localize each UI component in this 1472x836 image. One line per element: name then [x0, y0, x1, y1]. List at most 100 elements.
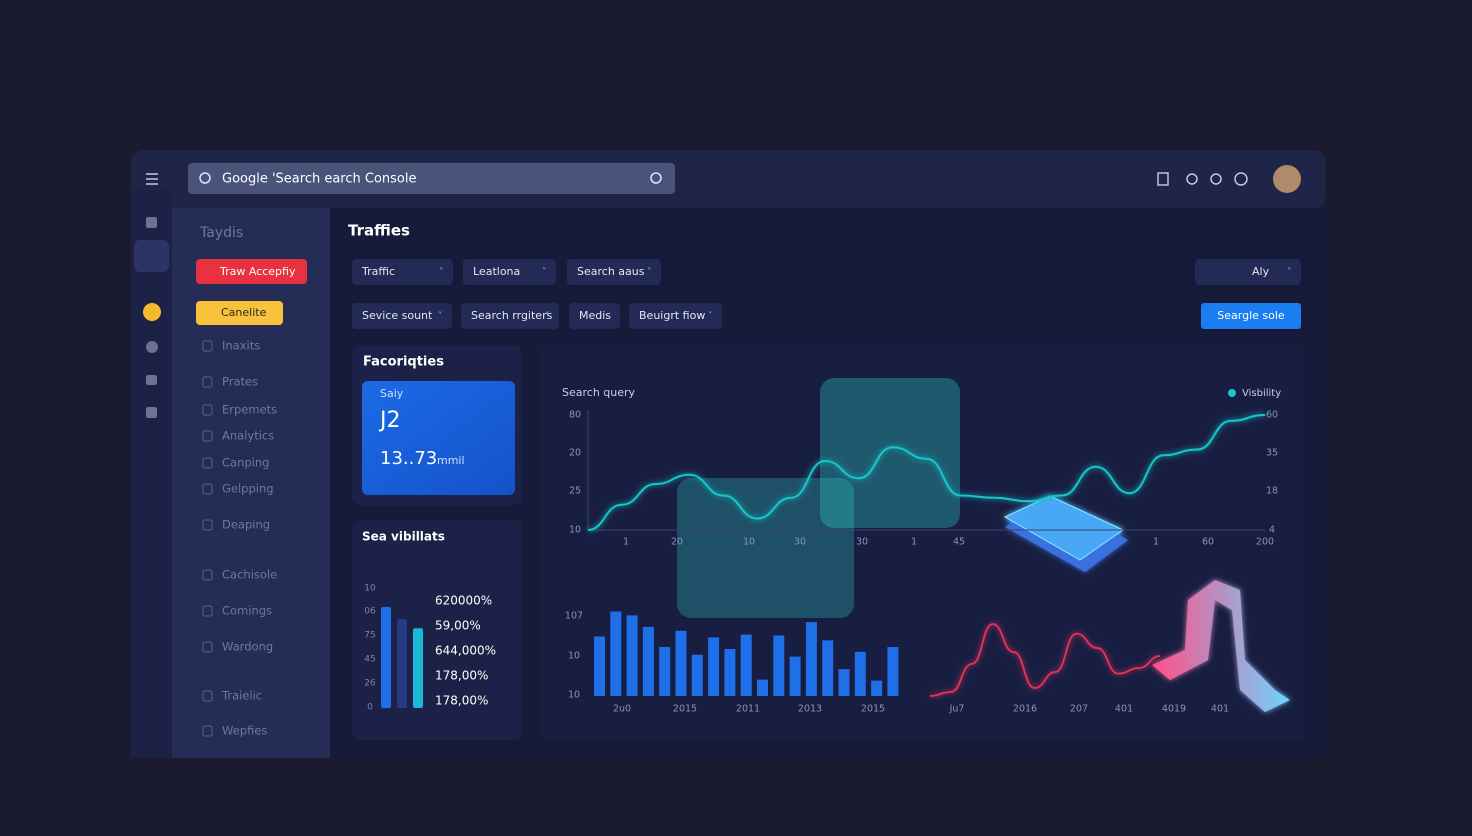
line-chart-title: Search query	[562, 386, 636, 399]
nav-item[interactable]: Wardong	[222, 640, 273, 654]
nav-item[interactable]: Analytics	[222, 429, 274, 443]
x-tick-label: 401	[1211, 704, 1229, 715]
bar	[838, 669, 850, 696]
filter-chip[interactable]	[352, 259, 453, 285]
filter-label: Search rrgiters	[471, 309, 553, 322]
x-tick-label: 30	[856, 537, 868, 548]
icon[interactable]	[1157, 172, 1169, 186]
value-label: 644,000%	[435, 644, 496, 658]
filter-chip[interactable]	[567, 259, 661, 285]
glass-tile	[820, 378, 960, 528]
rail-icon[interactable]	[146, 375, 157, 385]
x-tick-label: 1	[623, 537, 629, 548]
nav-item[interactable]: Erpemets	[222, 403, 277, 417]
y-tick-label: 107	[565, 611, 583, 622]
menu-icon[interactable]	[146, 173, 158, 185]
nav-icon	[202, 376, 213, 388]
filter-chip[interactable]	[463, 259, 556, 285]
nav-icon	[202, 340, 213, 352]
filter-label: Traffic	[361, 265, 395, 278]
nav-icon	[202, 404, 213, 416]
x-tick-label: 4019	[1162, 704, 1186, 715]
stat-label: Saiy	[380, 387, 404, 400]
icon[interactable]	[1234, 172, 1248, 186]
filter-chip[interactable]	[461, 303, 559, 329]
nav-item[interactable]: Cachisole	[222, 568, 277, 582]
legend-label: Visbility	[1242, 388, 1281, 399]
rail-icons	[134, 217, 169, 418]
x-tick-label: 10	[743, 537, 755, 548]
nav-item[interactable]: Gelpping	[222, 482, 274, 496]
y-tick-label: 20	[569, 448, 581, 459]
x-tick-label: 2u0	[613, 704, 631, 715]
rail-icon[interactable]	[146, 341, 158, 353]
x-tick-label: 2016	[1013, 704, 1037, 715]
sidebar-section: Taydis	[199, 225, 243, 241]
nav-item[interactable]: Inaxits	[222, 339, 260, 353]
filter-label: Beuigrt fiow	[639, 309, 705, 322]
y-tick-label: 06	[364, 607, 376, 617]
favorites-title: Facoriqties	[363, 355, 444, 370]
bar	[626, 615, 638, 696]
legend-swatch	[1228, 389, 1236, 397]
nav-item[interactable]: Comings	[222, 604, 272, 618]
nav-icon	[202, 725, 213, 737]
icon[interactable]	[1186, 173, 1198, 185]
x-tick-label: 60	[1202, 537, 1214, 548]
filter-label: Aly	[1252, 265, 1270, 278]
rail-icon[interactable]	[143, 303, 161, 321]
x-tick-label: 200	[1256, 537, 1274, 548]
search-bar[interactable]	[188, 163, 675, 194]
nav-icon	[202, 641, 213, 653]
bar	[691, 654, 703, 696]
filter-label: Search aaus	[577, 265, 645, 278]
nav-icon	[202, 605, 213, 617]
value-label: 178,00%	[435, 694, 488, 708]
action-button[interactable]	[1201, 303, 1301, 329]
x-tick-label: Ju7	[949, 704, 965, 715]
y-tick-label: 0	[367, 703, 373, 713]
search-text: Google 'Search earch Console	[222, 172, 417, 187]
nav-item[interactable]: Traielic	[221, 689, 262, 703]
sidebar	[172, 208, 330, 758]
nav-item[interactable]: Prates	[222, 375, 258, 389]
rail-icon[interactable]	[146, 407, 157, 418]
nav-item[interactable]: Canping	[222, 456, 269, 470]
search-button[interactable]	[650, 172, 662, 184]
y-tick-label: 10	[568, 651, 580, 662]
nav-item[interactable]: Wepfies	[222, 724, 267, 738]
x-tick-label: 45	[953, 537, 965, 548]
bar	[724, 648, 736, 696]
rail-active[interactable]	[134, 240, 169, 272]
x-tick-label: 2013	[798, 704, 822, 715]
filter-chip[interactable]	[629, 303, 722, 329]
y-tick-label: 26	[364, 679, 376, 689]
filter-chip[interactable]	[352, 303, 452, 329]
rail-icon[interactable]	[146, 217, 157, 228]
secondary-button[interactable]	[196, 301, 283, 325]
visibility-panel	[352, 520, 522, 740]
value-label: 178,00%	[435, 669, 488, 683]
bar	[887, 647, 899, 696]
nav-icon	[202, 430, 213, 442]
avatar[interactable]	[1273, 165, 1301, 193]
stat-value: J2	[378, 408, 401, 433]
filter-label: Sevice sount	[362, 309, 433, 322]
stat-unit: mmil	[437, 454, 465, 467]
primary-button[interactable]	[196, 259, 307, 284]
caret: ˅	[542, 268, 547, 278]
y2-tick-label: 4	[1269, 525, 1275, 536]
line-series	[929, 623, 1161, 697]
nav-icon	[202, 519, 213, 531]
filter-chip[interactable]	[1195, 259, 1301, 285]
glass-tile	[677, 478, 854, 618]
nav-icon	[202, 569, 213, 581]
bar	[397, 619, 407, 708]
x-tick-label: 30	[794, 537, 806, 548]
nav-item[interactable]: Deaping	[222, 518, 270, 532]
y2-tick-label: 35	[1266, 448, 1278, 459]
x-tick-label: 2015	[861, 704, 885, 715]
x-tick-label: 401	[1115, 704, 1133, 715]
filter-chip[interactable]	[569, 303, 620, 329]
icon[interactable]	[1210, 173, 1222, 185]
